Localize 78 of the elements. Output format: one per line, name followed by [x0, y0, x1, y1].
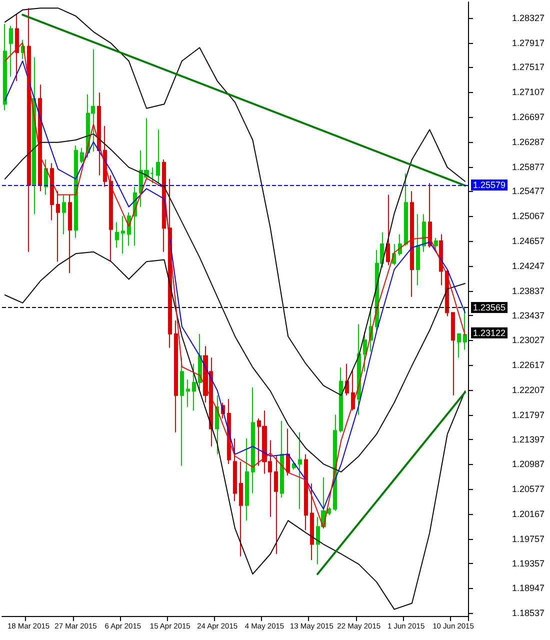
candlestick — [357, 324, 361, 416]
y-tick-label: 1.19757 — [512, 534, 545, 544]
candlestick — [68, 194, 72, 274]
y-tick-label: 1.18537 — [512, 608, 545, 618]
y-tick-label: 1.26697 — [512, 112, 545, 122]
y-tick-label: 1.24247 — [512, 261, 545, 272]
y-tick-label: 1.25477 — [512, 186, 545, 196]
candlestick — [239, 461, 243, 557]
candlestick — [9, 25, 13, 78]
candlestick — [434, 237, 438, 251]
y-tick-label: 1.20577 — [512, 484, 545, 494]
candlestick — [156, 129, 160, 184]
candlestick — [428, 182, 432, 248]
y-tick-label: 1.27517 — [512, 62, 545, 72]
candlestick — [109, 174, 113, 262]
candlestick — [463, 306, 467, 350]
candlestick — [80, 147, 84, 164]
y-tick-label: 1.23437 — [512, 310, 545, 320]
y-tick-label: 1.28327 — [512, 12, 545, 23]
candlestick — [44, 158, 48, 196]
candlestick — [186, 379, 190, 408]
y-tick-label: 1.27917 — [512, 38, 545, 48]
y-tick-label: 1.25877 — [512, 162, 545, 172]
candlestick — [27, 8, 31, 252]
candlestick — [180, 357, 184, 466]
line-series — [4, 133, 466, 472]
candlestick — [274, 456, 278, 554]
candlestick — [121, 215, 125, 254]
y-tick-label: 1.21397 — [512, 434, 545, 444]
y-tick-label: 1.20167 — [512, 509, 545, 520]
candlestick — [410, 190, 414, 298]
candlestick — [416, 214, 420, 286]
ref-line-label: 1.23565 — [473, 302, 506, 312]
candlestick — [339, 366, 343, 433]
y-tick-label: 1.18947 — [512, 583, 545, 594]
y-tick-label: 1.24657 — [512, 236, 545, 246]
y-tick-label: 1.19357 — [512, 558, 545, 568]
candlestick — [298, 432, 302, 510]
candlestick — [198, 333, 202, 392]
y-tick-label: 1.27107 — [512, 87, 545, 98]
candlestick — [192, 363, 196, 412]
candlestick — [56, 190, 60, 262]
candlestick — [32, 56, 36, 215]
candlestick — [62, 194, 66, 235]
candlestick — [422, 214, 426, 252]
y-tick-label: 1.22617 — [512, 360, 545, 370]
line-series — [4, 251, 466, 610]
candlestick — [310, 482, 314, 561]
y-tick-label: 1.22207 — [512, 385, 545, 396]
candlestick — [3, 23, 7, 111]
candlestick — [280, 420, 284, 498]
y-tick-label: 1.20987 — [512, 459, 545, 470]
candlestick — [386, 194, 390, 266]
candlestick — [174, 320, 178, 433]
candlestick — [363, 332, 367, 372]
y-tick-label: 1.21797 — [512, 410, 545, 420]
y-tick-label: 1.23027 — [512, 335, 545, 346]
line-series — [4, 8, 466, 396]
y-tick-label: 1.26287 — [512, 137, 545, 148]
candlestick — [115, 222, 119, 248]
y-tick-label: 1.23837 — [512, 286, 545, 296]
candlestick — [286, 428, 290, 476]
candlestick — [457, 333, 461, 358]
candlestick — [451, 312, 455, 396]
candlestick — [304, 454, 308, 531]
candlestick — [15, 14, 19, 82]
candlestick — [398, 234, 402, 256]
ref-line-label: 1.25579 — [473, 180, 506, 190]
candlestick — [404, 172, 408, 246]
candlestick — [233, 438, 237, 502]
candlestick — [215, 394, 219, 455]
annotation: 1.23122 — [473, 328, 506, 338]
candlestick — [245, 438, 249, 522]
candlestick — [50, 162, 54, 221]
y-tick-label: 1.25067 — [512, 211, 545, 222]
candlestick — [74, 144, 78, 238]
candlestick — [251, 386, 255, 494]
candlestick — [345, 363, 349, 396]
